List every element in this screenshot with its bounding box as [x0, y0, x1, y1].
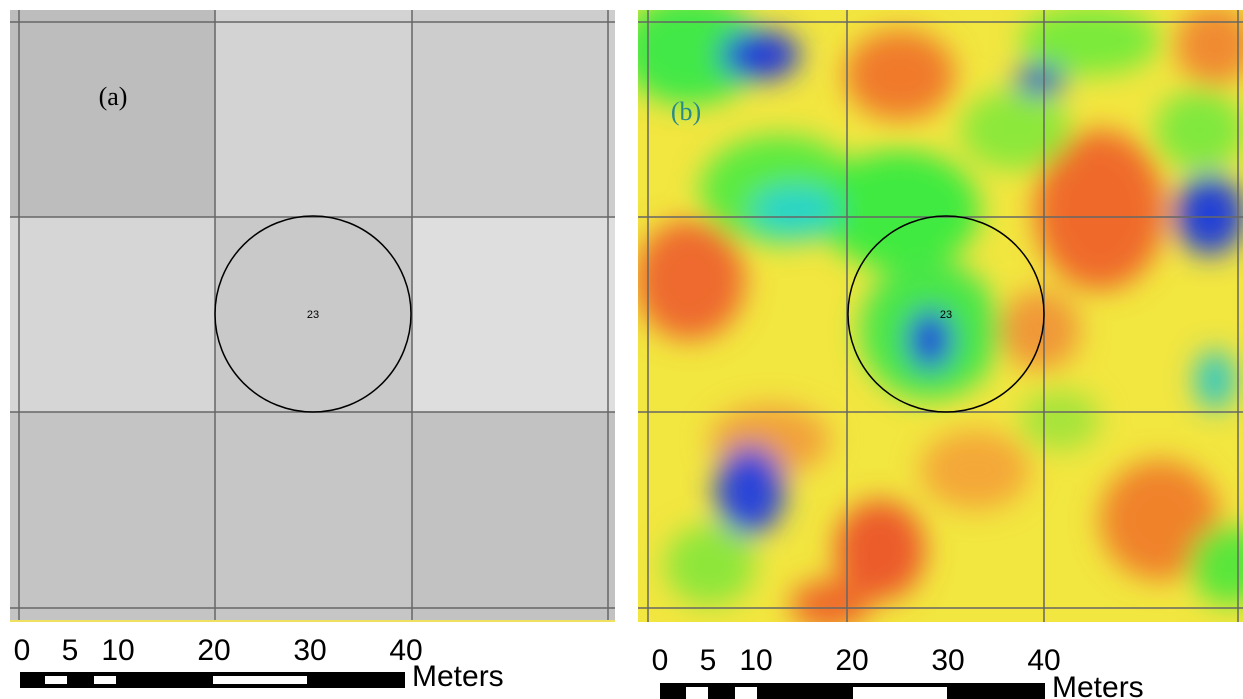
scale-segment — [686, 687, 708, 699]
grid-cell — [215, 412, 412, 622]
grid-cell — [215, 10, 412, 217]
grid-cell — [10, 217, 215, 412]
scale-unit: Meters — [1052, 671, 1144, 699]
scale-segment — [853, 687, 947, 699]
grid-cell — [412, 10, 615, 217]
scale-bar — [20, 672, 405, 688]
panel-label: (b) — [671, 97, 701, 126]
scale-segment — [94, 676, 116, 684]
grid-cell — [10, 412, 215, 622]
scale-tick-label: 5 — [700, 644, 717, 677]
plot-id: 23 — [307, 309, 319, 321]
figure: (a) 23 — [0, 0, 1243, 699]
scale-tick-label: 10 — [739, 644, 772, 677]
panel-label: (a) — [99, 82, 128, 111]
grid-cell — [412, 412, 615, 622]
scale-unit: Meters — [412, 660, 504, 693]
panel-a: (a) 23 — [10, 10, 615, 622]
scale-bar-a — [20, 672, 405, 688]
panel-b: (b) 23 — [620, 0, 1243, 630]
grid-cell — [10, 10, 215, 217]
scale-tick-label: 5 — [62, 634, 79, 667]
scale-tick-label: 0 — [652, 644, 669, 677]
scale-tick-label: 10 — [101, 634, 134, 667]
scale-segment — [45, 676, 67, 684]
scale-bar-b — [660, 683, 1045, 699]
scale-tick-label: 20 — [197, 634, 230, 667]
grid-cell — [412, 217, 615, 412]
scale-tick-label: 0 — [14, 634, 31, 667]
scale-segment — [213, 676, 307, 684]
scale-tick-label: 30 — [293, 634, 326, 667]
plot-id: 23 — [940, 309, 952, 321]
scale-bar — [660, 683, 1045, 699]
scale-tick-label: 30 — [931, 644, 964, 677]
scale-tick-label: 20 — [835, 644, 868, 677]
scale-segment — [735, 687, 757, 699]
